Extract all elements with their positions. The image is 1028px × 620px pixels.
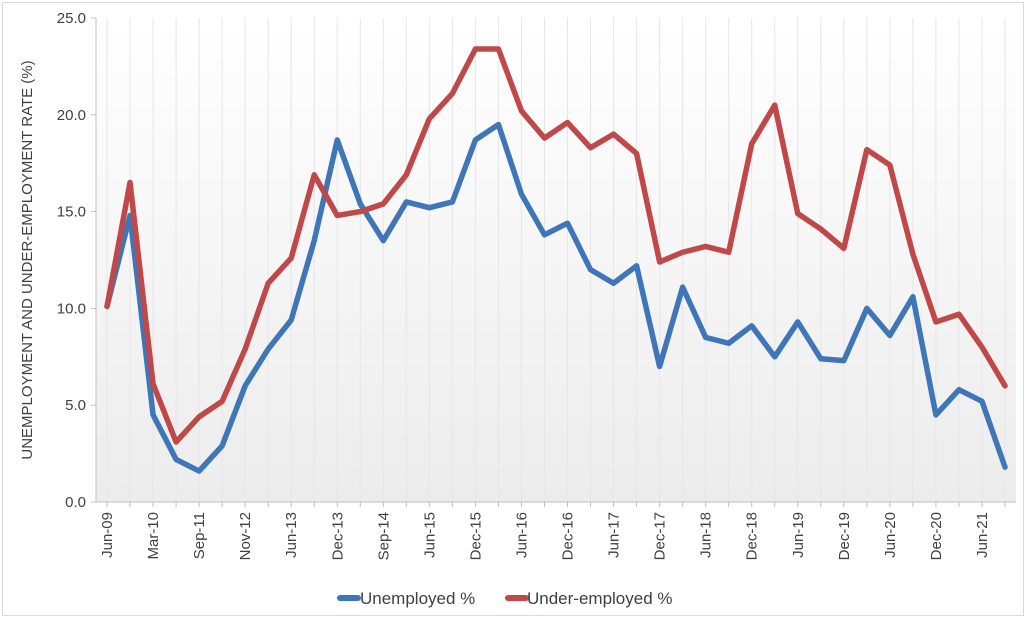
x-tick-label: Dec-20 <box>928 512 945 560</box>
x-tick-label: Jun-20 <box>882 512 899 558</box>
x-tick-label: Jun-16 <box>513 512 530 558</box>
y-tick-label: 25.0 <box>57 10 86 27</box>
legend-label-under-employed: Under-employed % <box>527 589 673 608</box>
x-tick-label: Sep-14 <box>375 512 392 560</box>
x-tick-label: Dec-19 <box>836 512 853 560</box>
y-tick-label: 0.0 <box>65 494 86 511</box>
series-line-under-employed <box>104 46 1008 445</box>
y-axis-label: UNEMPLOYMENT AND UNDER-EMPLOYMENT RATE (… <box>19 60 36 459</box>
legend: Unemployed % Under-employed % <box>337 589 673 608</box>
y-tick-label: 20.0 <box>57 107 86 124</box>
x-tick-label: Sep-11 <box>191 512 208 559</box>
x-tick-label: Jun-15 <box>421 512 438 558</box>
x-tick-label: Jun-13 <box>283 512 300 558</box>
x-tick-label: Dec-18 <box>744 512 761 560</box>
legend-label-unemployed: Unemployed % <box>360 589 475 608</box>
y-tick-label: 15.0 <box>57 204 86 221</box>
x-tick-label: Dec-16 <box>560 512 577 560</box>
x-tick-label: Jun-21 <box>974 512 991 558</box>
x-tick-label: Dec-17 <box>652 512 669 560</box>
y-tick-label: 10.0 <box>57 300 86 317</box>
series-line-unemployed <box>104 121 1008 474</box>
plot-area <box>96 18 1016 502</box>
x-tick-label: Jun-17 <box>606 512 623 558</box>
x-tick-label: Dec-13 <box>329 512 346 560</box>
x-tick-label: Jun-18 <box>698 512 715 558</box>
x-tick-label: Nov-12 <box>237 512 254 560</box>
x-tick-label: Jun-09 <box>99 512 116 558</box>
x-tick-label: Mar-10 <box>145 512 162 560</box>
x-tick-label: Jun-19 <box>790 512 807 558</box>
y-tick-label: 5.0 <box>65 397 86 414</box>
x-tick-label: Dec-15 <box>467 512 484 560</box>
